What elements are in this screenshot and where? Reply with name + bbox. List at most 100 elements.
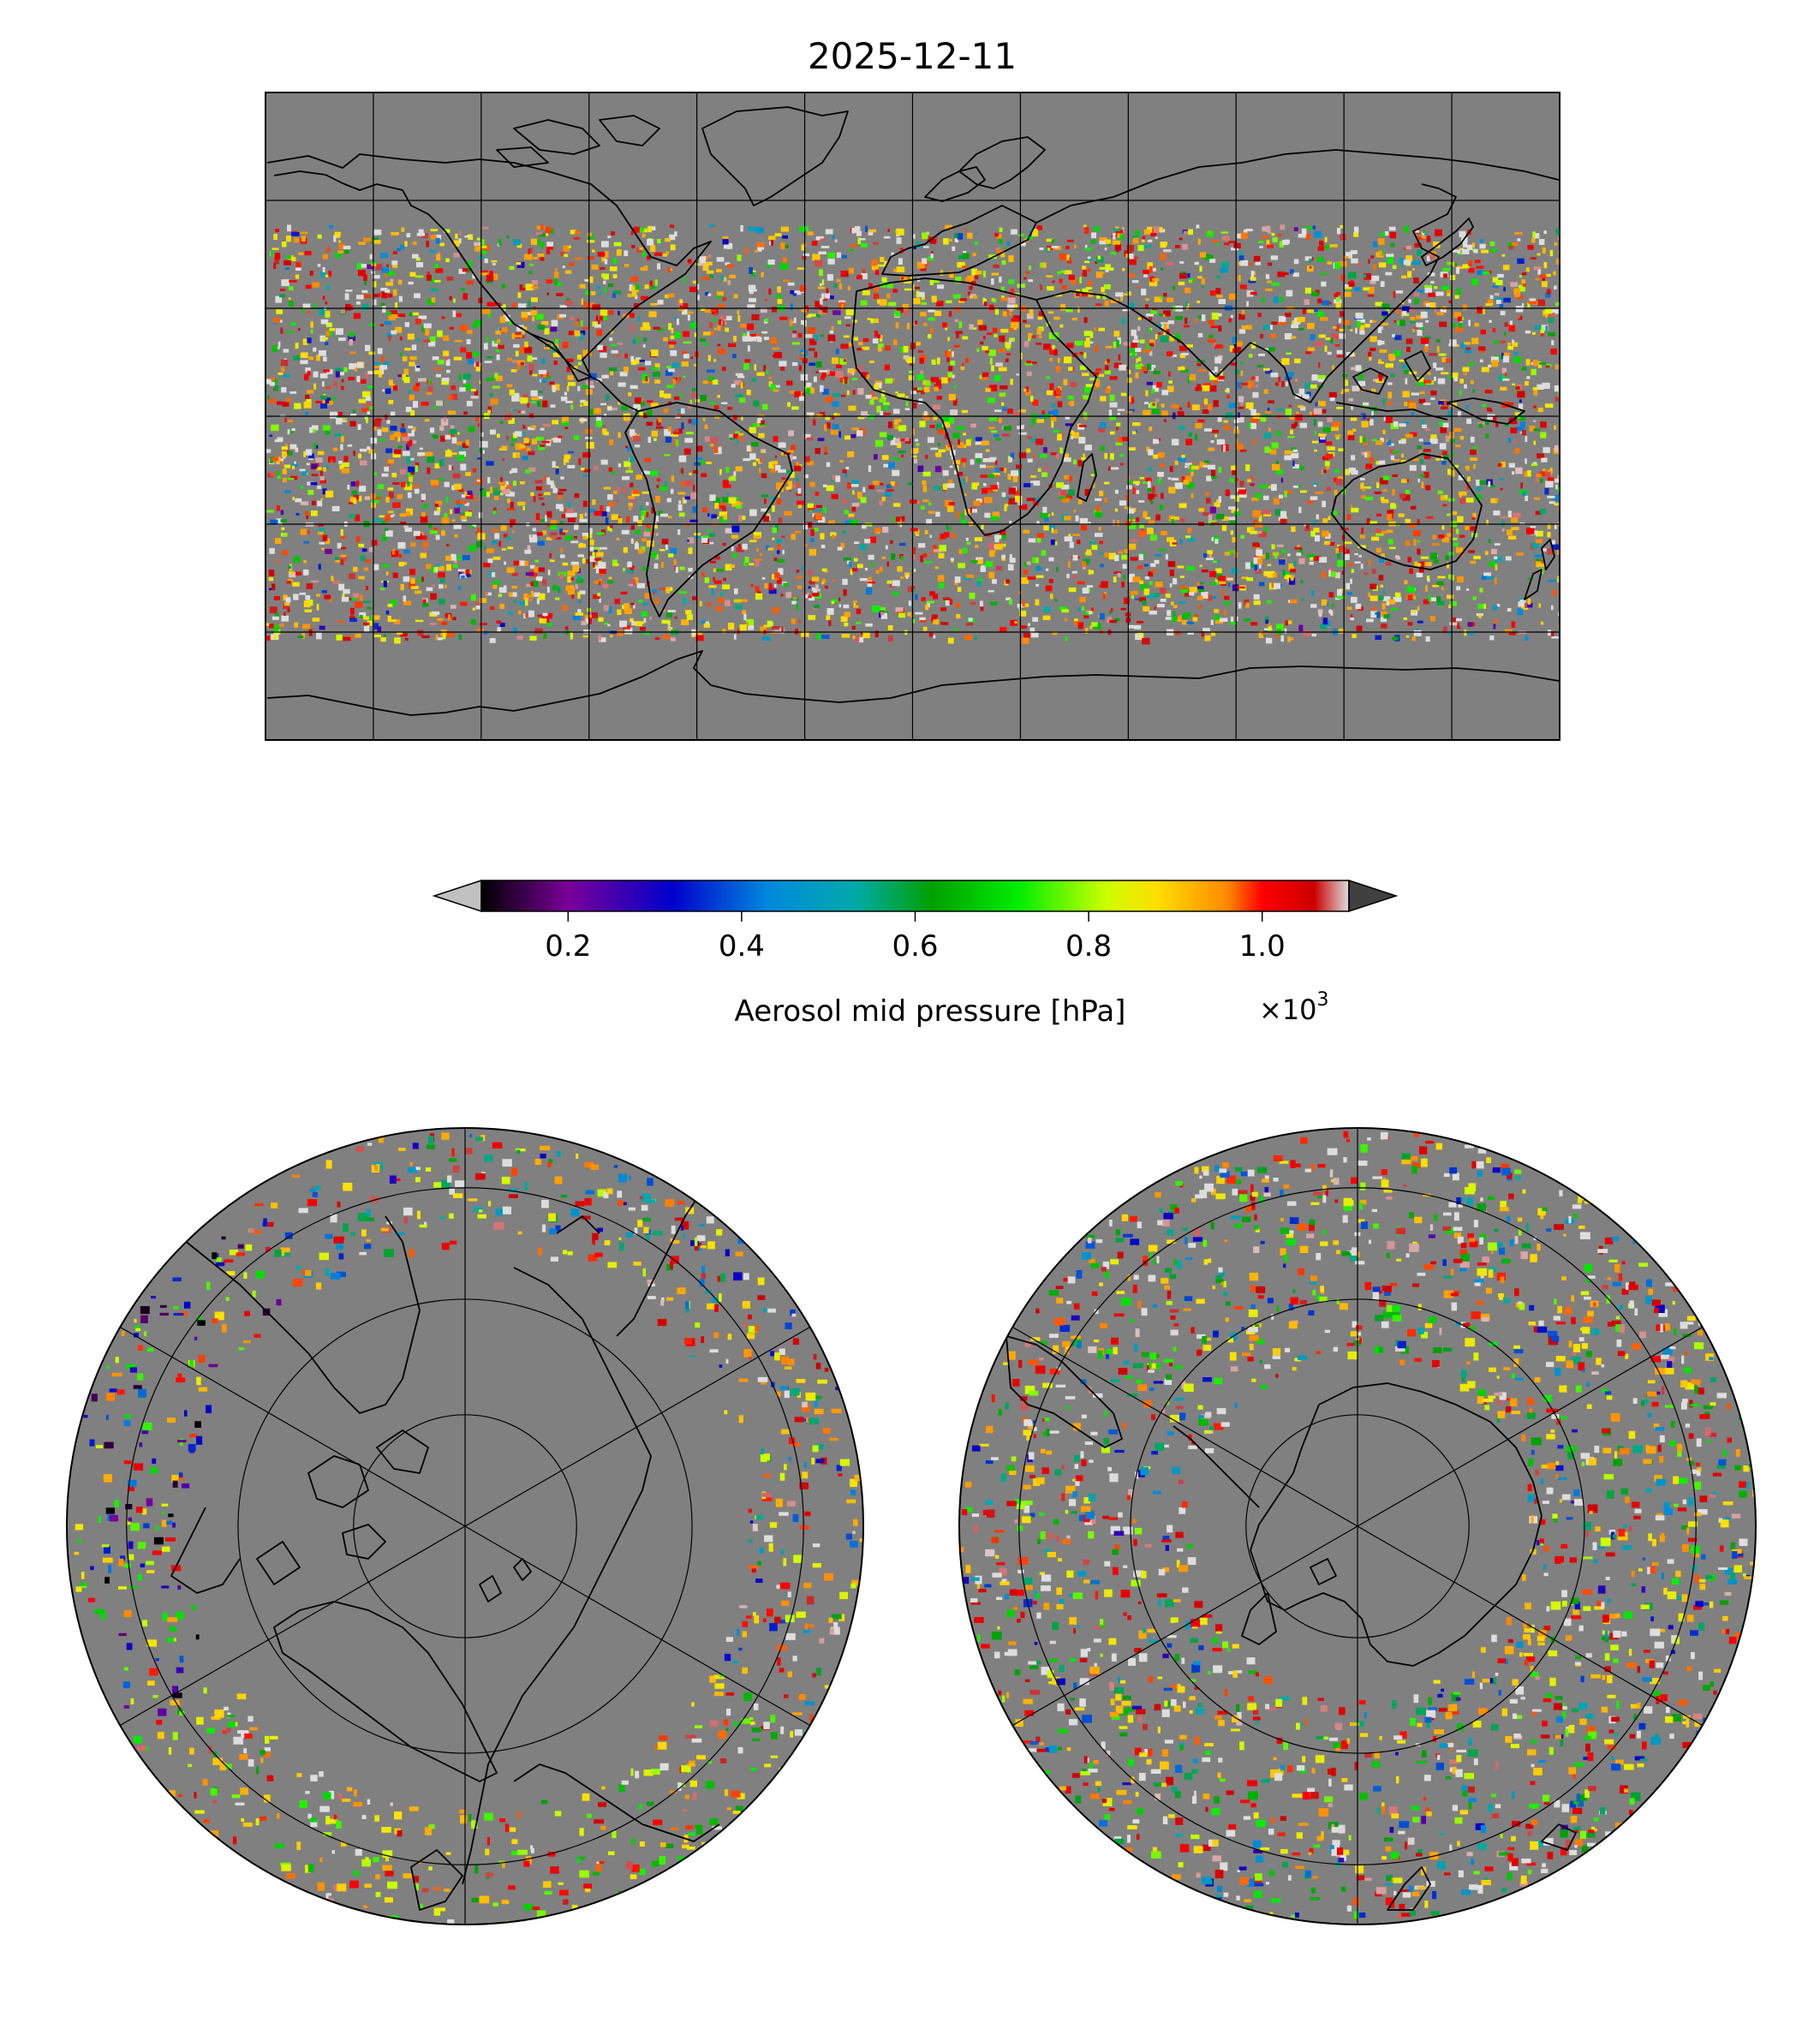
aerosol-pixel bbox=[636, 248, 643, 254]
aerosol-pixel bbox=[1405, 245, 1412, 250]
aerosol-pixel bbox=[308, 356, 314, 361]
aerosol-pixel bbox=[671, 433, 678, 437]
aerosol-pixel bbox=[890, 481, 896, 486]
aerosol-pixel bbox=[589, 373, 597, 380]
aerosol-pixel bbox=[1423, 442, 1431, 445]
aerosol-pixel bbox=[433, 235, 442, 240]
aerosol-pixel bbox=[992, 579, 997, 584]
aerosol-pixel bbox=[1251, 497, 1259, 501]
aerosol-pixel bbox=[406, 433, 415, 437]
aerosol-pixel bbox=[1237, 233, 1242, 239]
aerosol-pixel bbox=[738, 433, 743, 436]
aerosol-pixel bbox=[719, 591, 724, 598]
aerosol-pixel bbox=[1386, 439, 1388, 442]
aerosol-pixel bbox=[381, 427, 389, 433]
aerosol-pixel bbox=[1196, 586, 1204, 589]
aerosol-pixel bbox=[1507, 529, 1513, 535]
aerosol-pixel bbox=[1291, 336, 1297, 339]
aerosol-pixel bbox=[1275, 624, 1284, 631]
aerosol-pixel bbox=[546, 247, 551, 254]
aerosol-pixel bbox=[530, 238, 537, 245]
aerosol-pixel bbox=[383, 361, 389, 367]
aerosol-pixel bbox=[269, 434, 273, 438]
aerosol-pixel bbox=[671, 327, 674, 334]
aerosol-pixel bbox=[1403, 260, 1411, 266]
aerosol-pixel bbox=[1235, 368, 1239, 375]
aerosol-pixel bbox=[1497, 463, 1502, 467]
aerosol-pixel bbox=[1000, 297, 1008, 301]
aerosol-pixel bbox=[1209, 385, 1217, 392]
aerosol-pixel bbox=[1035, 575, 1044, 578]
aerosol-pixel bbox=[1404, 370, 1411, 374]
aerosol-pixel bbox=[274, 379, 278, 385]
aerosol-pixel bbox=[1095, 378, 1100, 381]
aerosol-pixel bbox=[969, 593, 976, 600]
aerosol-pixel bbox=[535, 436, 544, 441]
aerosol-pixel bbox=[483, 343, 488, 350]
aerosol-pixel bbox=[1017, 234, 1024, 236]
aerosol-pixel bbox=[1180, 586, 1187, 593]
aerosol-pixel bbox=[1129, 396, 1131, 403]
aerosol-pixel bbox=[633, 603, 636, 609]
aerosol-pixel bbox=[422, 599, 427, 606]
aerosol-pixel bbox=[1029, 266, 1031, 270]
aerosol-pixel bbox=[934, 310, 941, 316]
aerosol-pixel bbox=[1065, 423, 1073, 427]
aerosol-pixel bbox=[392, 452, 401, 458]
aerosol-pixel bbox=[1371, 275, 1380, 282]
aerosol-pixel bbox=[282, 533, 287, 537]
aerosol-pixel bbox=[1099, 237, 1107, 243]
aerosol-pixel bbox=[1119, 364, 1127, 371]
aerosol-pixel bbox=[724, 315, 732, 320]
aerosol-pixel bbox=[478, 297, 483, 303]
aerosol-pixel bbox=[731, 384, 736, 388]
aerosol-pixel bbox=[643, 413, 647, 419]
aerosol-pixel bbox=[458, 451, 467, 457]
aerosol-pixel bbox=[710, 560, 716, 564]
aerosol-pixel bbox=[767, 513, 770, 517]
aerosol-pixel bbox=[965, 476, 969, 482]
aerosol-pixel bbox=[947, 637, 954, 644]
aerosol-pixel bbox=[1142, 600, 1147, 606]
aerosol-pixel bbox=[597, 547, 600, 555]
aerosol-pixel bbox=[871, 264, 879, 271]
aerosol-pixel bbox=[1210, 469, 1216, 476]
aerosol-pixel bbox=[677, 492, 686, 495]
aerosol-pixel bbox=[1246, 325, 1252, 330]
aerosol-pixel bbox=[862, 486, 866, 492]
aerosol-pixel bbox=[1267, 564, 1272, 567]
aerosol-pixel bbox=[1041, 410, 1046, 415]
aerosol-pixel bbox=[538, 567, 546, 572]
aerosol-pixel bbox=[786, 380, 793, 386]
aerosol-pixel bbox=[670, 349, 677, 356]
aerosol-pixel bbox=[1032, 399, 1039, 406]
aerosol-pixel bbox=[794, 530, 801, 534]
aerosol-pixel bbox=[654, 524, 658, 529]
aerosol-pixel bbox=[1126, 485, 1132, 490]
aerosol-pixel bbox=[980, 474, 988, 478]
aerosol-pixel bbox=[329, 328, 336, 331]
aerosol-pixel bbox=[1081, 457, 1087, 461]
aerosol-pixel bbox=[619, 620, 627, 628]
aerosol-pixel bbox=[685, 610, 692, 615]
aerosol-pixel bbox=[581, 298, 584, 306]
aerosol-pixel bbox=[934, 384, 942, 390]
aerosol-pixel bbox=[709, 494, 716, 501]
aerosol-pixel bbox=[610, 634, 613, 638]
aerosol-pixel bbox=[775, 385, 780, 388]
aerosol-pixel bbox=[981, 377, 988, 380]
aerosol-pixel bbox=[1554, 364, 1559, 370]
aerosol-pixel bbox=[283, 612, 286, 616]
aerosol-pixel bbox=[342, 594, 345, 598]
aerosol-pixel bbox=[776, 539, 782, 544]
aerosol-pixel bbox=[386, 271, 395, 276]
aerosol-pixel bbox=[743, 363, 749, 370]
aerosol-pixel bbox=[355, 514, 361, 522]
aerosol-pixel bbox=[1449, 622, 1458, 626]
aerosol-pixel bbox=[1060, 303, 1065, 311]
aerosol-pixel bbox=[1149, 339, 1155, 346]
aerosol-pixel bbox=[422, 548, 427, 552]
aerosol-pixel bbox=[1316, 257, 1324, 262]
aerosol-pixel bbox=[796, 492, 802, 496]
aerosol-pixel bbox=[1084, 445, 1092, 451]
